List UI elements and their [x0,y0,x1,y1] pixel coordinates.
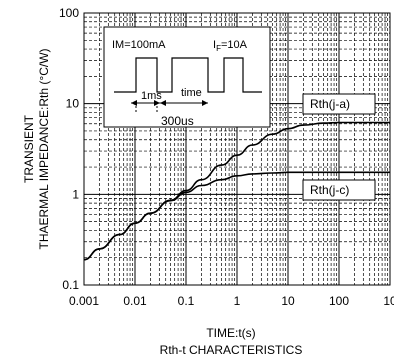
y-axis-label-line1: TRANSIENT [22,114,36,183]
curves [83,121,390,261]
im-label: IM=100mA [112,39,166,51]
x-tick-label: 1 [234,294,241,308]
series-label-jc: Rth(j-c) [302,179,376,201]
series-label-ja: Rth(j-a) [302,93,376,115]
if-label: IF=10A [213,39,248,53]
x-tick-label: 0.001 [69,294,99,308]
time-arrow-head-right [202,100,208,106]
y-tick-label: 10 [66,97,80,111]
x-tick-label: 100 [329,294,349,308]
pulse-inset: IM=100mA IF=10A 1ms time 300us [103,26,271,128]
ms-arrow-head-right [154,100,160,106]
time-arrow-head-left [160,100,166,106]
time-label: time [181,87,202,99]
x-tick-label: 10 [281,294,295,308]
inset-box [103,26,271,128]
series-label-ja-text: Rth(j-a) [310,97,350,111]
x-tick-label: 0.01 [123,294,147,308]
y-tick-labels: 0.1 1 10 100 [59,6,79,292]
x-tick-label: 10 [383,294,394,308]
series-line-jc [83,171,390,261]
y-tick-label: 1 [72,187,79,201]
x-tick-label: 0.1 [178,294,195,308]
y-tick-label: 0.1 [62,278,79,292]
pulse-waveform [114,57,262,93]
ms-arrow-head-left [131,100,137,106]
series-label-ja-box [302,93,376,115]
y-tick-label: 100 [59,6,79,20]
ms-label: 1ms [141,90,162,102]
y-axis-label-line2: THAERMAL IMPEDANCE:Rth (°C/W) [37,48,51,249]
series-label-jc-box [302,179,376,201]
chart-title: Rth-t CHARACTERISTICS [160,343,303,357]
x-tick-labels: 0.001 0.01 0.1 1 10 100 10 [69,294,394,308]
series-label-jc-text: Rth(j-c) [310,183,349,197]
us-label: 300us [161,114,194,128]
x-axis-label: TIME:t(s) [206,326,255,340]
plot-frame [83,12,391,286]
